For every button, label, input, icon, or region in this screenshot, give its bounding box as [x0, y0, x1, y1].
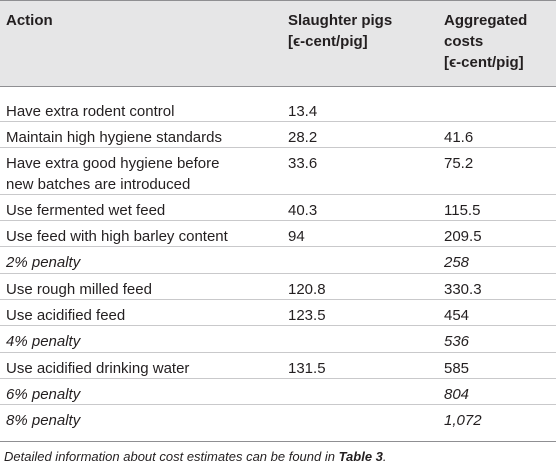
table-top-rule: [0, 0, 556, 1]
cell-action: Use acidified feed: [6, 307, 126, 324]
cell-slaughter: 33.6: [288, 155, 318, 172]
cell-slaughter: 28.2: [288, 129, 318, 146]
row-divider: [0, 220, 556, 221]
cell-action: 2% penalty: [6, 254, 81, 271]
cell-action: 4% penalty: [6, 333, 81, 350]
cell-aggregated: 258: [444, 254, 470, 271]
cell-slaughter: 131.5: [288, 360, 326, 377]
table-footnote: Detailed information about cost estimate…: [4, 449, 387, 465]
cell-aggregated: 1,072: [444, 412, 482, 429]
cell-slaughter: 120.8: [288, 281, 326, 298]
table-bottom-rule: [0, 441, 556, 442]
cell-aggregated: 330.3: [444, 281, 482, 298]
cell-action: Use fermented wet feed: [6, 202, 166, 219]
row-divider: [0, 273, 556, 274]
cell-aggregated: 41.6: [444, 129, 474, 146]
row-divider: [0, 404, 556, 405]
header-bottom-rule: [0, 86, 556, 87]
row-divider: [0, 194, 556, 195]
cell-action: Use rough milled feed: [6, 281, 152, 298]
row-divider: [0, 325, 556, 326]
cell-action: 8% penalty: [6, 412, 81, 429]
row-divider: [0, 246, 556, 247]
row-divider: [0, 352, 556, 353]
row-divider: [0, 299, 556, 300]
row-divider: [0, 147, 556, 148]
cell-slaughter: 40.3: [288, 202, 318, 219]
cell-slaughter: 13.4: [288, 103, 318, 120]
cell-aggregated: 454: [444, 307, 470, 324]
cell-action: Have extra rodent control: [6, 103, 175, 120]
cell-aggregated: 209.5: [444, 228, 482, 245]
footnote-table-ref: Table 3: [338, 449, 383, 464]
cell-aggregated: 585: [444, 360, 470, 377]
row-divider: [0, 121, 556, 122]
cell-action: Maintain high hygiene standards: [6, 129, 222, 146]
header-action: Action: [6, 12, 53, 29]
row-divider: [0, 378, 556, 379]
cell-slaughter: 123.5: [288, 307, 326, 324]
cell-aggregated: 536: [444, 333, 470, 350]
cell-action: Use feed with high barley content: [6, 228, 228, 245]
footnote-end: .: [382, 449, 387, 464]
cell-aggregated: 804: [444, 386, 470, 403]
cell-aggregated: 115.5: [444, 202, 481, 219]
cell-action: Use acidified drinking water: [6, 360, 190, 377]
footnote-text: Detailed information about cost estimate…: [4, 449, 339, 464]
cell-aggregated: 75.2: [444, 155, 474, 172]
cell-action: Have extra good hygiene before new batch…: [6, 155, 220, 193]
cell-slaughter: 94: [288, 228, 305, 245]
table-header: [0, 0, 556, 86]
header-aggregated-costs: Aggregated costs [ϵ-cent/pig]: [444, 12, 528, 71]
cell-action: 6% penalty: [6, 386, 81, 403]
header-slaughter-pigs: Slaughter pigs [ϵ-cent/pig]: [288, 12, 393, 50]
